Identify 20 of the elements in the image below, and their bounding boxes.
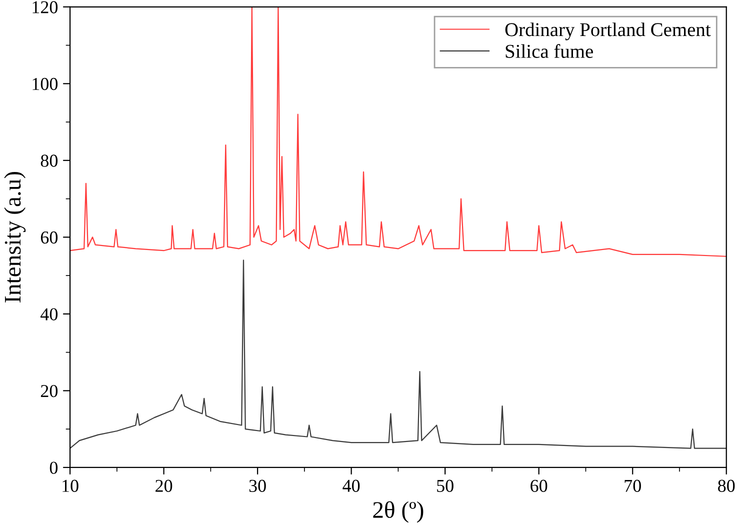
x-tick-label: 30 [249,480,266,492]
y-tick-label: 80 [40,154,58,167]
x-tick-label: 70 [624,480,641,492]
x-tick-label: 60 [530,480,548,492]
x-tick-label: 40 [342,480,360,492]
legend-label: Ordinary Portland Cement [505,22,711,40]
x-tick-label: 20 [156,480,172,492]
x-tick-label: 80 [718,480,735,492]
y-tick-label: 100 [32,78,58,90]
legend-label: Silica fume [506,44,593,58]
x-tick-label: 50 [437,480,454,492]
y-axis-title: Intensity (a.u) [4,172,26,303]
line-series [70,260,726,449]
y-tick-label: 0 [50,462,58,474]
y-tick-label: 40 [40,308,58,320]
y-tick-label: 20 [40,384,58,398]
y-tick-label: 120 [32,1,58,14]
x-axis-title: 2θ (º) [373,501,424,523]
y-tick-label: 60 [40,231,58,244]
x-tick-label: 10 [62,480,78,492]
